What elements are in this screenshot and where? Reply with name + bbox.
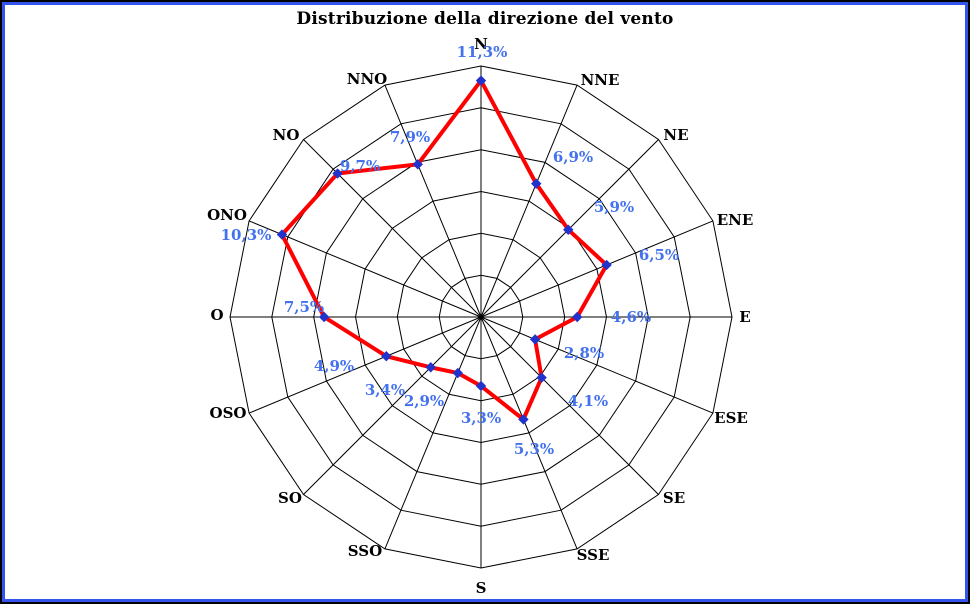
data-point-marker [381, 351, 392, 362]
direction-label-o: O [210, 306, 223, 324]
direction-label-ono: ONO [207, 206, 247, 224]
grid-spoke [480, 220, 714, 318]
value-label-ene: 6,5% [639, 246, 679, 264]
grid-spoke [480, 316, 659, 495]
grid-spoke [480, 84, 578, 318]
value-label-n: 11,3% [457, 43, 508, 61]
grid-spoke [384, 316, 482, 550]
value-label-e: 4,6% [611, 308, 651, 326]
grid-spoke [480, 316, 578, 550]
value-label-se: 4,1% [568, 392, 608, 410]
direction-label-so: SO [278, 489, 302, 507]
data-point-marker [572, 311, 583, 323]
value-label-ne: 5,9% [594, 198, 634, 216]
direction-label-sso: SSO [348, 542, 382, 560]
value-label-sso: 2,9% [404, 392, 444, 410]
direction-label-nne: NNE [581, 71, 620, 89]
direction-label-ese: ESE [714, 409, 748, 427]
value-label-nne: 6,9% [553, 148, 593, 166]
data-point-marker [531, 178, 542, 189]
direction-label-no: NO [273, 126, 300, 144]
grid-spoke [384, 84, 482, 318]
direction-label-n: N [474, 35, 488, 53]
value-label-nno: 7,9% [390, 128, 430, 146]
grid-spoke [480, 316, 714, 414]
data-point-marker [276, 229, 288, 240]
grid-spoke [303, 139, 482, 318]
data-point-marker [452, 367, 463, 379]
data-point-marker [518, 414, 529, 425]
data-point-marker [318, 311, 330, 323]
value-label-s: 3,3% [461, 409, 501, 427]
value-label-no: 9,7% [340, 157, 380, 175]
direction-label-ene: ENE [717, 211, 754, 229]
direction-label-sse: SSE [577, 546, 610, 564]
chart-title: Distribuzione della direzione del vento [296, 9, 674, 29]
data-point-marker [601, 259, 612, 271]
direction-label-ne: NE [663, 126, 688, 144]
direction-label-oso: OSO [210, 404, 247, 422]
value-label-ese: 2,8% [564, 344, 604, 362]
grid-spoke [303, 316, 482, 495]
data-point-marker [536, 372, 547, 383]
data-point-marker [475, 75, 487, 86]
value-label-o: 7,5% [284, 298, 324, 316]
value-label-ono: 10,3% [221, 226, 272, 244]
data-point-marker [412, 159, 423, 170]
grid-spoke [248, 316, 482, 414]
data-point-marker [563, 224, 574, 235]
grid-spoke [248, 220, 482, 318]
data-point-marker [332, 168, 343, 179]
direction-label-nno: NNO [347, 70, 388, 88]
data-point-marker [529, 334, 541, 345]
data-point-marker [475, 380, 487, 392]
value-label-sse: 5,3% [514, 440, 554, 458]
value-label-so: 3,4% [365, 381, 405, 399]
value-label-oso: 4,9% [314, 357, 354, 375]
data-point-marker [425, 362, 436, 373]
direction-label-se: SE [663, 489, 685, 507]
direction-label-s: S [476, 579, 487, 597]
direction-label-e: E [739, 308, 750, 326]
